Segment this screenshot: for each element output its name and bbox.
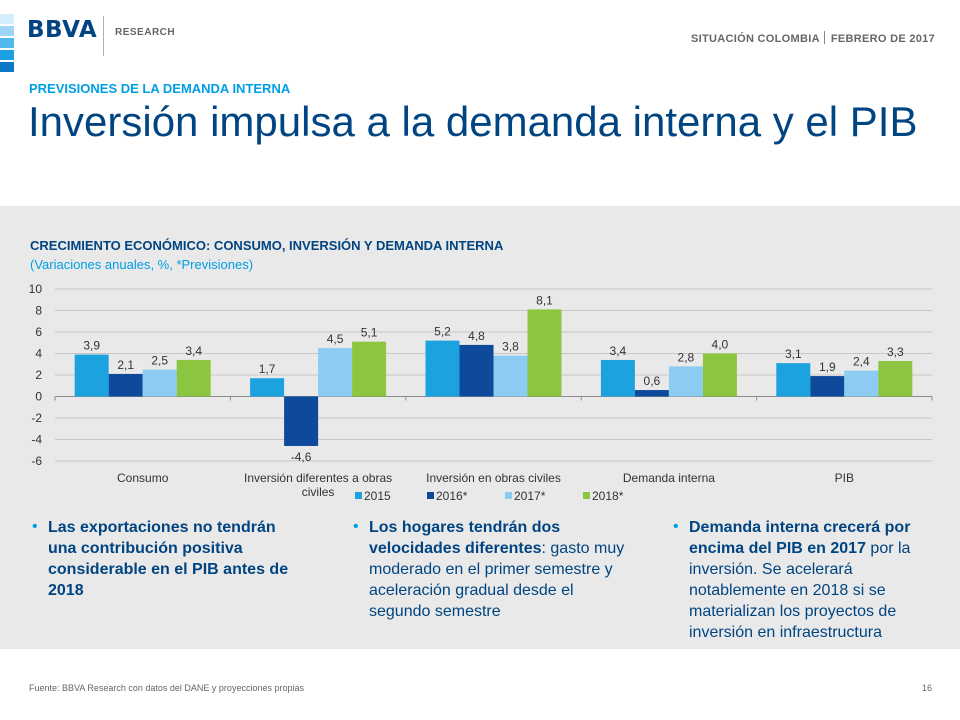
header-separator <box>823 31 825 44</box>
source-note: Fuente: BBVA Research con datos del DANE… <box>29 683 304 693</box>
logo-divider <box>103 16 104 56</box>
y-tick-label: -2 <box>31 411 42 425</box>
bullet-dot-icon: • <box>32 518 38 535</box>
section-label: PREVISIONES DE LA DEMANDA INTERNA <box>29 81 291 96</box>
bbva-logo: BBVA <box>27 17 98 43</box>
legend-label: 2016* <box>436 489 468 503</box>
bullet-exports: • Las exportaciones no tendrán una contr… <box>32 517 308 601</box>
report-name: SITUACIÓN COLOMBIA <box>691 33 820 45</box>
x-category-label-line: Inversión diferentes a obras <box>244 471 392 485</box>
bar <box>108 373 143 397</box>
y-tick-label: -4 <box>31 433 42 447</box>
legend-swatch <box>505 492 512 499</box>
bar <box>776 363 811 397</box>
x-category-label-line: Demanda interna <box>623 471 715 485</box>
x-category-label-line: civiles <box>302 485 335 499</box>
data-label: 3,4 <box>185 344 202 358</box>
bar <box>352 341 387 397</box>
data-label: -4,6 <box>291 450 312 464</box>
bar <box>844 370 879 397</box>
bullet-text: : gasto muy moderado en el primer semest… <box>369 540 625 620</box>
bullet-bold-text: Las exportaciones no tendrán una contrib… <box>48 519 289 599</box>
x-category-label-line: Consumo <box>117 471 169 485</box>
bullet-text: por la inversión. Se acelerará notableme… <box>689 540 911 641</box>
legend-label: 2018* <box>592 489 624 503</box>
bullet-domestic-demand: • Demanda interna crecerá por encima del… <box>673 517 939 643</box>
bar <box>250 378 285 397</box>
data-label: 0,6 <box>644 374 661 388</box>
data-label: 1,7 <box>259 362 276 376</box>
x-category-label: PIB <box>835 471 854 485</box>
data-label: 4,8 <box>468 329 485 343</box>
legend-swatch <box>427 492 434 499</box>
bar <box>176 359 211 397</box>
content-panel <box>0 206 960 649</box>
legend-label: 2017* <box>514 489 546 503</box>
y-tick-label: -6 <box>31 454 42 468</box>
bullet-households: • Los hogares tendrán dos velocidades di… <box>353 517 629 622</box>
bar <box>634 390 669 397</box>
data-label: 2,8 <box>678 350 695 364</box>
y-tick-label: 0 <box>35 390 42 404</box>
bar <box>425 340 460 397</box>
bar <box>284 396 319 446</box>
bar <box>878 361 913 397</box>
data-label: 2,1 <box>117 358 134 372</box>
chart-subtitle: (Variaciones anuales, %, *Previsiones) <box>30 257 254 272</box>
bar-chart: -6 -4 -2 0 2 4 6 8 10 3,9 1,7 5,2 3,4 3,1 2,1 -4,6 4,8 0,… <box>29 282 933 503</box>
bullet-bold-text: Demanda interna crecerá por encima del P… <box>689 519 911 557</box>
legend-swatch <box>583 492 590 499</box>
bullet-dot-icon: • <box>673 518 679 535</box>
y-tick-label: 2 <box>35 368 42 382</box>
x-category-label: Demanda interna <box>623 471 715 485</box>
x-category-label-line: Inversión en obras civiles <box>426 471 561 485</box>
legend-swatch <box>355 492 362 499</box>
brand-stripes <box>0 14 14 74</box>
bar <box>493 355 528 397</box>
bar <box>702 353 737 397</box>
data-label: 3,4 <box>610 344 627 358</box>
data-label: 3,9 <box>83 339 100 353</box>
bullet-dot-icon: • <box>353 518 359 535</box>
bar <box>74 354 109 397</box>
y-tick-label: 6 <box>35 325 42 339</box>
data-label: 3,1 <box>785 347 802 361</box>
bar <box>810 376 845 397</box>
data-label: 5,1 <box>361 326 378 340</box>
y-tick-label: 4 <box>35 347 42 361</box>
report-date: FEBRERO DE 2017 <box>830 33 935 45</box>
bar <box>318 348 353 397</box>
data-label: 3,8 <box>502 340 519 354</box>
data-label: 2,4 <box>853 355 870 369</box>
bar <box>527 309 562 397</box>
bar <box>459 344 494 397</box>
data-label: 4,0 <box>712 338 729 352</box>
bar <box>142 369 177 397</box>
report-header: SITUACIÓN COLOMBIA FEBRERO DE 2017 <box>691 31 935 45</box>
y-tick-label: 8 <box>35 304 42 318</box>
x-category-label: Consumo <box>117 471 169 485</box>
bullet-bold-text: Los hogares tendrán dos velocidades dife… <box>369 519 561 557</box>
data-label: 5,2 <box>434 325 451 339</box>
data-label: 3,3 <box>887 345 904 359</box>
page-number: 16 <box>921 683 932 693</box>
page-title: Inversión impulsa a la demanda interna y… <box>28 98 918 145</box>
bar <box>668 366 703 397</box>
x-category-label: Inversión en obras civiles <box>426 471 561 485</box>
legend-label: 2015 <box>364 489 391 503</box>
x-category-label-line: PIB <box>835 471 854 485</box>
data-label: 2,5 <box>151 354 168 368</box>
x-category-label: Inversión diferentes a obras civiles <box>244 471 392 499</box>
bar <box>600 359 635 397</box>
chart-title: CRECIMIENTO ECONÓMICO: CONSUMO, INVERSIÓ… <box>30 238 504 253</box>
data-label: 4,5 <box>327 332 344 346</box>
y-tick-label: 10 <box>29 282 43 296</box>
research-label: RESEARCH <box>115 27 176 38</box>
data-label: 1,9 <box>819 360 836 374</box>
data-label: 8,1 <box>536 293 553 307</box>
